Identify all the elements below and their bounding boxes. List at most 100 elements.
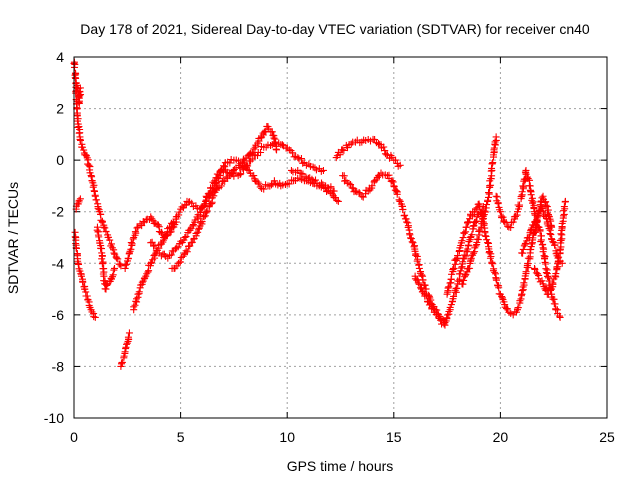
data-point xyxy=(90,187,98,195)
data-point xyxy=(203,208,211,216)
data-point xyxy=(524,254,532,262)
data-point xyxy=(421,281,429,289)
data-point xyxy=(124,333,132,341)
data-point xyxy=(212,185,220,193)
data-point xyxy=(73,117,81,125)
data-point xyxy=(556,313,564,321)
data-point xyxy=(507,224,515,232)
data-point xyxy=(98,255,106,263)
data-point xyxy=(237,170,245,178)
data-point xyxy=(88,308,96,316)
data-point xyxy=(301,173,309,181)
data-point xyxy=(544,272,552,280)
data-point xyxy=(118,358,126,366)
data-point xyxy=(487,181,495,189)
data-point xyxy=(201,212,209,220)
data-point xyxy=(260,128,268,136)
data-point xyxy=(123,340,131,348)
data-point xyxy=(327,183,335,191)
data-point xyxy=(435,314,443,322)
data-point xyxy=(495,284,503,292)
data-point xyxy=(110,249,118,257)
data-point xyxy=(465,218,473,226)
data-point xyxy=(519,249,527,257)
y-axis-label: SDTVAR / TECUs xyxy=(5,182,21,294)
data-point xyxy=(459,234,467,242)
data-point xyxy=(96,210,104,218)
data-point xyxy=(392,156,400,164)
data-point xyxy=(414,279,422,287)
data-point xyxy=(477,223,485,231)
data-point xyxy=(151,242,159,250)
data-point xyxy=(462,223,470,231)
data-point xyxy=(181,234,189,241)
series-arc-18 xyxy=(518,203,566,267)
data-point xyxy=(403,218,411,226)
data-point xyxy=(268,128,276,136)
data-point xyxy=(518,188,526,196)
data-point xyxy=(123,260,131,268)
data-point xyxy=(254,152,262,160)
data-point xyxy=(103,281,111,289)
data-point xyxy=(334,197,342,205)
data-point xyxy=(457,264,465,272)
y-tick-label: 2 xyxy=(56,101,64,117)
data-point xyxy=(516,297,524,305)
data-point xyxy=(516,201,524,209)
data-point xyxy=(484,239,492,247)
data-point xyxy=(109,271,117,279)
data-point xyxy=(121,261,129,269)
data-point xyxy=(485,189,493,197)
data-point xyxy=(470,249,478,257)
data-point xyxy=(110,266,118,274)
data-point xyxy=(278,141,286,149)
y-tick-label: -4 xyxy=(52,255,65,271)
data-point xyxy=(482,232,490,240)
data-point xyxy=(175,208,183,216)
data-point xyxy=(547,231,555,239)
series-arc-11 xyxy=(287,166,338,195)
data-point xyxy=(396,161,404,169)
data-point xyxy=(343,144,351,152)
data-point xyxy=(174,243,182,251)
data-point xyxy=(336,151,344,159)
data-point xyxy=(460,276,468,284)
data-point xyxy=(144,268,152,276)
x-tick-labels: 0 5 10 15 20 25 xyxy=(70,429,615,445)
data-point xyxy=(127,245,135,253)
data-point xyxy=(388,177,396,185)
data-point xyxy=(467,254,475,262)
data-point xyxy=(345,179,353,187)
data-point xyxy=(157,252,165,260)
data-point xyxy=(189,222,197,230)
data-point xyxy=(297,169,305,177)
data-point xyxy=(133,295,141,303)
data-point xyxy=(205,189,213,197)
data-point xyxy=(257,148,265,156)
data-point xyxy=(537,236,545,244)
data-point xyxy=(217,182,225,190)
data-point xyxy=(91,192,99,200)
series-arc-9 xyxy=(147,139,327,262)
data-point xyxy=(114,255,122,263)
data-point xyxy=(221,177,229,185)
data-point xyxy=(188,199,196,207)
data-point xyxy=(89,183,97,191)
data-point xyxy=(162,231,170,239)
data-point xyxy=(390,183,398,191)
data-point xyxy=(444,284,452,292)
data-point xyxy=(128,240,136,248)
data-point xyxy=(544,274,552,282)
data-point xyxy=(351,187,359,195)
data-point xyxy=(528,240,536,248)
data-point xyxy=(174,259,182,267)
y-tick-label: -8 xyxy=(52,358,65,374)
data-point xyxy=(138,280,146,288)
data-point xyxy=(312,166,320,174)
data-point xyxy=(441,321,449,329)
data-point xyxy=(242,162,250,170)
data-point xyxy=(474,236,482,244)
data-point xyxy=(519,182,527,190)
data-point xyxy=(519,245,527,253)
data-point xyxy=(407,234,415,242)
